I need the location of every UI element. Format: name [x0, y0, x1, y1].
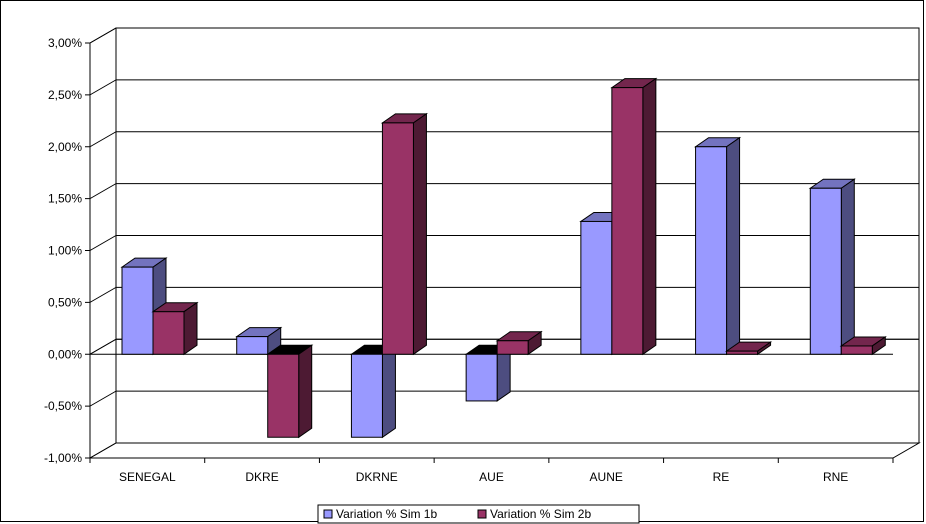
bar-side-Variation % Sim 2b	[183, 301, 198, 356]
x-tick-label: AUNE	[590, 470, 623, 484]
gridline-side	[89, 286, 117, 303]
gridline-side	[89, 131, 117, 148]
bar-Variation % Sim 2b	[840, 345, 873, 355]
bar-Variation % Sim 1b	[236, 336, 269, 355]
zero-side	[89, 338, 117, 355]
y-axis-top	[89, 27, 117, 44]
bar-side-Variation % Sim 2b	[298, 344, 313, 439]
bar-Variation % Sim 2b	[726, 350, 759, 355]
y-tick-label: 1,50%	[48, 192, 82, 206]
y-tick-label: 2,00%	[48, 140, 82, 154]
gridline-side	[89, 183, 117, 200]
x-tick-label: RE	[713, 470, 730, 484]
y-tick-label: -1,00%	[44, 451, 82, 465]
bar-Variation % Sim 2b	[267, 353, 300, 438]
bar-Variation % Sim 1b	[465, 353, 498, 402]
legend-swatch	[323, 509, 333, 519]
floor	[88, 442, 921, 459]
bar-Variation % Sim 2b	[496, 340, 529, 355]
y-tick-label: 0,00%	[48, 347, 82, 361]
x-tick-label: AUE	[479, 470, 504, 484]
bar-side-Variation % Sim 1b	[840, 178, 855, 356]
bar-Variation % Sim 1b	[695, 146, 728, 355]
gridline-side	[89, 235, 117, 251]
bar-Variation % Sim 1b	[809, 187, 842, 355]
bar-Variation % Sim 2b	[611, 87, 644, 355]
bar-side-Variation % Sim 2b	[642, 77, 657, 356]
y-tick-label: -0,50%	[44, 399, 82, 413]
bar-side-Variation % Sim 2b	[412, 112, 427, 356]
y-tick-label: 3,00%	[48, 36, 82, 50]
x-tick-label: SENEGAL	[119, 470, 176, 484]
bar-Variation % Sim 2b	[152, 311, 185, 355]
gridline-side	[89, 390, 117, 407]
legend-swatch	[477, 509, 487, 519]
x-tick-label: DKRNE	[356, 470, 398, 484]
gridline-side	[89, 79, 117, 96]
bar-Variation % Sim 2b	[381, 122, 414, 355]
y-tick-label: 2,50%	[48, 88, 82, 102]
y-tick-label: 1,00%	[48, 244, 82, 258]
bar-side-Variation % Sim 1b	[381, 344, 396, 439]
legend-label: Variation % Sim 2b	[490, 507, 591, 521]
bar-Variation % Sim 1b	[580, 220, 613, 355]
bar-Variation % Sim 1b	[350, 353, 383, 438]
y-tick-label: 0,50%	[48, 295, 82, 309]
x-tick-label: RNE	[823, 470, 848, 484]
legend-label: Variation % Sim 1b	[336, 507, 437, 521]
bar-Variation % Sim 1b	[121, 266, 154, 355]
bar-side-Variation % Sim 1b	[726, 136, 741, 356]
x-tick-label: DKRE	[245, 470, 278, 484]
